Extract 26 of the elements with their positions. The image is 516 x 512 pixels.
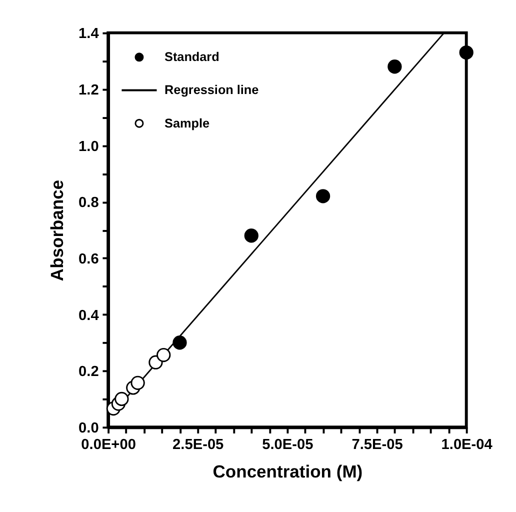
y-tick-label: 0.0 (78, 420, 99, 436)
y-tick-label: 0.2 (78, 364, 99, 380)
point (172, 336, 187, 350)
y-tick-label: 0.8 (78, 195, 99, 212)
point (459, 45, 474, 60)
x-tick-label: 5.0E-05 (262, 437, 314, 454)
y-tick-label: 1.0 (78, 138, 99, 155)
legend-label: Standard (164, 50, 220, 64)
x-tick-label: 2.5E-05 (172, 437, 224, 454)
legend-label: Regression line (164, 83, 259, 98)
x-tick-label: 7.5E-05 (352, 437, 403, 454)
y-tick-label: 0.6 (78, 251, 99, 268)
y-tick-label: 1.2 (78, 82, 99, 99)
point (114, 392, 129, 406)
y-tick-label: 0.4 (78, 308, 100, 324)
point (130, 376, 145, 390)
legend-label: Sample (164, 116, 210, 130)
point (156, 348, 171, 362)
point (316, 189, 330, 204)
y-tick-label: 1.4 (78, 26, 100, 42)
x-axis-title: Concentration (M) (212, 461, 363, 482)
point (388, 60, 402, 74)
point (244, 228, 258, 243)
x-tick-label: 1.0E-04 (441, 437, 494, 454)
y-axis-title: Absorbance (46, 180, 67, 282)
x-tick-label: 0.0E+00 (81, 437, 136, 454)
